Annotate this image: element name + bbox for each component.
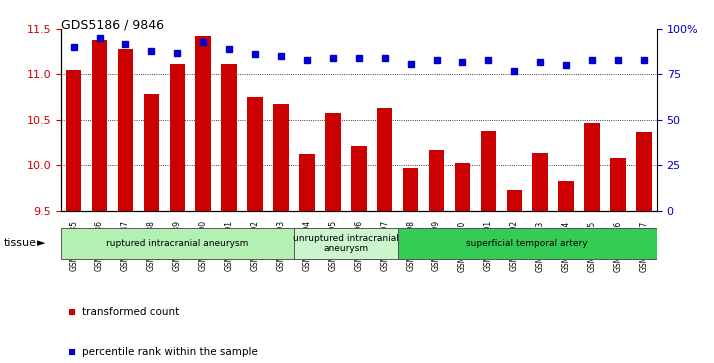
Bar [481, 131, 496, 211]
Text: ◾: ◾ [68, 347, 76, 357]
Bar [403, 168, 418, 211]
Bar [377, 108, 393, 211]
Bar [273, 104, 288, 211]
Bar [558, 182, 574, 211]
Text: ◾: ◾ [68, 307, 76, 317]
Bar [325, 113, 341, 211]
Bar [398, 228, 657, 259]
Bar [144, 94, 159, 211]
Bar [584, 123, 600, 211]
Bar [299, 154, 315, 211]
Text: transformed count: transformed count [82, 307, 179, 317]
Bar [351, 146, 366, 211]
Text: ►: ► [37, 238, 46, 248]
Bar [455, 163, 471, 211]
Bar [221, 64, 237, 211]
Text: superficial temporal artery: superficial temporal artery [466, 239, 588, 248]
Bar [196, 36, 211, 211]
Bar [429, 150, 444, 211]
Bar [66, 70, 81, 211]
Bar [61, 228, 294, 259]
Text: unruptured intracranial
aneurysm: unruptured intracranial aneurysm [293, 233, 398, 253]
Bar [247, 97, 263, 211]
Bar [92, 40, 107, 211]
Bar [294, 228, 398, 259]
Bar [118, 49, 134, 211]
Text: percentile rank within the sample: percentile rank within the sample [82, 347, 258, 357]
Bar [533, 153, 548, 211]
Bar [636, 132, 652, 211]
Bar [506, 189, 522, 211]
Bar [169, 64, 185, 211]
Text: tissue: tissue [4, 238, 36, 248]
Text: GDS5186 / 9846: GDS5186 / 9846 [61, 18, 164, 31]
Text: ruptured intracranial aneurysm: ruptured intracranial aneurysm [106, 239, 248, 248]
Bar [610, 158, 625, 211]
